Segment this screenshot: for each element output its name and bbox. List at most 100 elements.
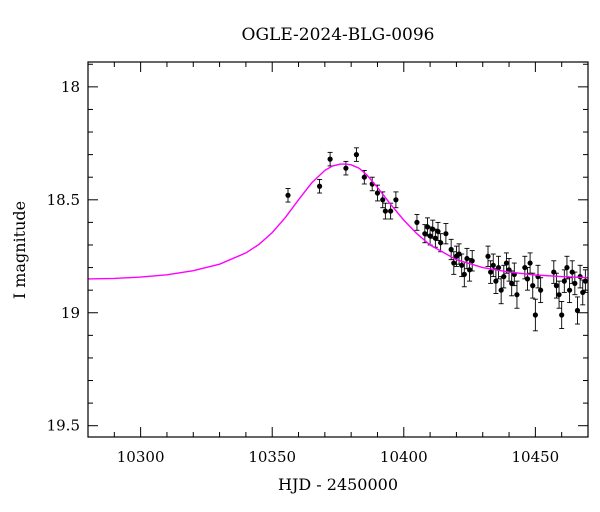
data-point-group: [316, 179, 323, 194]
data-point-group: [498, 276, 504, 305]
x-tick-label: 10450: [512, 448, 560, 466]
data-point: [569, 269, 575, 275]
data-point: [414, 219, 420, 225]
data-point: [485, 253, 491, 259]
data-point: [461, 271, 467, 277]
data-point: [430, 226, 436, 232]
data-point-group: [438, 233, 444, 253]
data-point-group: [566, 277, 573, 304]
data-point: [380, 197, 386, 203]
data-point: [327, 156, 333, 162]
data-point: [469, 258, 475, 264]
data-point-group: [382, 202, 388, 220]
x-axis-title: HJD - 2450000: [278, 475, 398, 494]
data-point-group: [393, 191, 399, 209]
data-point-group: [556, 280, 562, 309]
data-point-group: [285, 188, 291, 203]
data-point: [538, 287, 544, 293]
data-point-group: [574, 296, 581, 325]
data-point-group: [582, 269, 588, 293]
data-point-group: [569, 260, 575, 284]
plot-frame: [87, 61, 589, 438]
data-point-group: [553, 272, 560, 299]
data-point-group: [572, 271, 578, 296]
data-point: [574, 307, 581, 314]
data-point: [561, 278, 567, 284]
data-point: [393, 197, 399, 203]
data-point: [451, 260, 457, 266]
data-point-group: [561, 269, 567, 293]
data-point-group: [514, 280, 520, 309]
data-point: [343, 165, 349, 171]
data-point: [422, 231, 428, 237]
data-point: [490, 262, 496, 268]
data-point: [316, 183, 323, 189]
data-point-group: [580, 279, 586, 306]
data-point-group: [551, 260, 557, 284]
x-tick-label: 10300: [117, 448, 165, 466]
data-point: [438, 240, 444, 246]
data-point: [503, 260, 510, 266]
data-point-group: [509, 270, 515, 297]
data-point: [509, 280, 515, 286]
data-series-layer: [285, 147, 588, 332]
data-point: [424, 224, 431, 230]
data-point: [530, 283, 536, 289]
data-point-group: [353, 147, 360, 162]
data-point-group: [435, 221, 441, 241]
y-tick-label: 18.5: [47, 191, 80, 209]
data-point: [361, 174, 367, 180]
data-point-group: [524, 267, 531, 291]
model-curve-layer: [87, 163, 589, 280]
data-point-group: [327, 151, 333, 167]
data-point: [556, 292, 562, 298]
data-point: [498, 287, 504, 293]
data-point-group: [503, 252, 510, 274]
data-point: [495, 264, 502, 271]
data-point-group: [564, 255, 570, 280]
data-point: [285, 192, 291, 198]
data-point-group: [522, 255, 528, 280]
data-point-group: [538, 277, 544, 304]
x-tick-label: 10400: [380, 448, 428, 466]
data-point: [580, 289, 586, 296]
data-point-group: [464, 247, 470, 270]
data-point: [524, 276, 531, 282]
data-point: [443, 231, 449, 237]
data-point-group: [443, 223, 449, 245]
data-point: [488, 269, 494, 275]
y-tick-label: 18: [61, 78, 80, 96]
data-point: [582, 278, 588, 284]
data-point-group: [501, 264, 507, 289]
y-axis-title: I magnitude: [10, 201, 29, 299]
data-point-group: [559, 301, 565, 330]
y-tick-label: 19: [61, 304, 80, 322]
data-point: [553, 283, 560, 289]
data-point-group: [430, 219, 436, 239]
data-point: [501, 274, 507, 280]
data-point: [522, 264, 528, 271]
data-point: [532, 312, 538, 318]
data-point-group: [469, 250, 475, 272]
data-point: [456, 251, 462, 257]
data-point-group: [535, 264, 541, 289]
data-point: [382, 208, 388, 214]
data-point-group: [506, 258, 512, 282]
data-point: [493, 278, 499, 284]
y-tick-label: 19.5: [47, 417, 80, 435]
data-point: [527, 260, 533, 266]
data-point: [559, 312, 565, 318]
data-point: [388, 208, 394, 214]
data-point: [427, 233, 433, 239]
data-point-group: [485, 245, 491, 267]
data-point: [432, 235, 438, 241]
data-point-group: [451, 251, 457, 275]
chart-title: OGLE-2024-BLG-0096: [242, 25, 435, 45]
data-point-group: [530, 272, 536, 299]
data-point: [448, 246, 454, 253]
data-point: [514, 292, 520, 298]
model-curve: [87, 163, 589, 280]
data-point-group: [532, 298, 538, 332]
data-point: [466, 267, 473, 273]
